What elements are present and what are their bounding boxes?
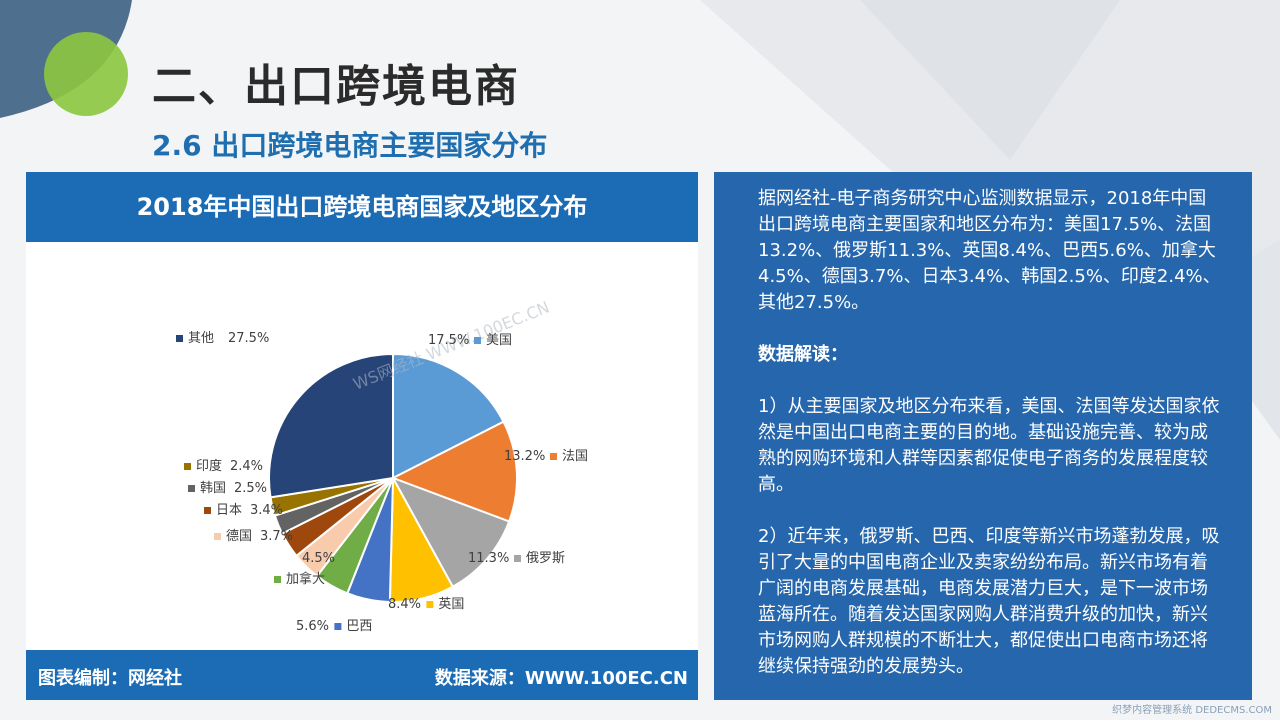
- chart-panel: 2018年中国出口跨境电商国家及地区分布 WS网经社 WWW.100EC.CN …: [26, 172, 698, 700]
- legend-marker: [214, 533, 221, 540]
- chart-source: 数据来源：WWW.100EC.CN: [434, 668, 688, 689]
- site-watermark: 织梦内容管理系统 DEDECMS.COM: [1112, 705, 1272, 716]
- pie-slice-3: [390, 476, 511, 589]
- pie-slice-11: [268, 352, 394, 499]
- chart-title: 2018年中国出口跨境电商国家及地区分布: [26, 172, 698, 242]
- green-circle-decoration: [44, 32, 128, 116]
- pie-category-label: 法国: [562, 449, 588, 464]
- pie-value-label: 3.4%: [250, 503, 283, 518]
- pie-chart: WS网经社 WWW.100EC.CN 美国17.5%法国13.2%俄罗斯11.3…: [176, 297, 588, 634]
- legend-marker: [176, 335, 183, 342]
- pie-category-label: 美国: [486, 333, 512, 348]
- pie-label-7: 德国 3.7%: [214, 529, 293, 544]
- pie-category-label: 英国: [438, 597, 464, 612]
- pie-category-label: 日本: [216, 503, 242, 518]
- pie-label-3: 俄罗斯 11.3%: [468, 551, 565, 566]
- pie-value-label: 13.2%: [504, 449, 545, 464]
- pie-slice-1: [392, 352, 505, 480]
- legend-marker: [426, 601, 434, 608]
- pie-category-label: 巴西: [346, 619, 372, 634]
- legend-marker: [188, 485, 195, 492]
- pie-label-4: 英国 8.4%: [388, 597, 464, 612]
- legend-marker: [204, 507, 211, 514]
- pie-value-label: 5.6%: [296, 619, 329, 634]
- pie-category-label: 德国: [226, 529, 252, 544]
- analysis-point-1: 1）从主要国家及地区分布来看，美国、法国等发达国家依然是中国出口电商主要的目的地…: [758, 396, 1220, 495]
- pie-category-label: 其他: [188, 331, 214, 346]
- analysis-point-2: 2）近年来，俄罗斯、巴西、印度等新兴市场蓬勃发展，吸引了大量的中国电商企业及卖家…: [758, 526, 1220, 677]
- legend-marker: [474, 337, 481, 344]
- pie-value-label: 3.7%: [260, 529, 293, 544]
- slide-title: 二、出口跨境电商: [152, 61, 520, 112]
- pie-value-label: 2.5%: [234, 481, 267, 496]
- chart-credit: 图表编制：网经社: [38, 668, 182, 689]
- pie-label-5: 巴西 5.6%: [296, 619, 372, 634]
- pie-category-label: 印度: [196, 458, 222, 474]
- pie-value-label: 11.3%: [468, 551, 509, 566]
- pie-value-label: 27.5%: [228, 331, 269, 346]
- pie-labels: 美国 17.5% 法国 13.2% 俄罗斯 11.3% 英国 8.4% 巴西 5.6% 加拿大 4.5…: [176, 331, 588, 634]
- analysis-panel: 据网经社-电子商务研究中心监测数据显示，2018年中国出口跨境电商主要国家和地区…: [714, 172, 1252, 700]
- pie-category-label: 加拿大: [286, 571, 325, 587]
- pie-value-label: 17.5%: [428, 333, 469, 348]
- pie-category-label: 韩国: [200, 481, 226, 496]
- pie-label-9: 韩国 2.5%: [188, 481, 267, 496]
- pie-category-label: 俄罗斯: [526, 551, 565, 566]
- pie-label-11: 其他 27.5%: [176, 331, 269, 346]
- chart-footer: 图表编制：网经社 数据来源：WWW.100EC.CN: [26, 650, 698, 700]
- pie-slices: [268, 352, 518, 603]
- legend-marker: [274, 576, 281, 583]
- legend-marker: [334, 623, 342, 630]
- analysis-heading: 数据解读：: [758, 344, 848, 365]
- legend-marker: [514, 555, 521, 562]
- pie-slice-2: [390, 420, 518, 523]
- slide-subtitle: 2.6 出口跨境电商主要国家分布: [152, 129, 548, 162]
- pie-value-label: 4.5%: [302, 551, 335, 566]
- pie-label-8: 日本 3.4%: [204, 503, 283, 518]
- legend-marker: [184, 463, 191, 470]
- pie-label-1: 美国 17.5%: [428, 333, 512, 348]
- pie-label-6: 加拿大 4.5%: [274, 551, 335, 587]
- legend-marker: [550, 453, 557, 460]
- pie-label-2: 法国 13.2%: [504, 449, 588, 464]
- pie-value-label: 8.4%: [388, 597, 421, 612]
- pie-label-10: 印度 2.4%: [184, 458, 263, 474]
- pie-value-label: 2.4%: [230, 459, 263, 474]
- analysis-intro: 据网经社-电子商务研究中心监测数据显示，2018年中国出口跨境电商主要国家和地区…: [758, 188, 1221, 313]
